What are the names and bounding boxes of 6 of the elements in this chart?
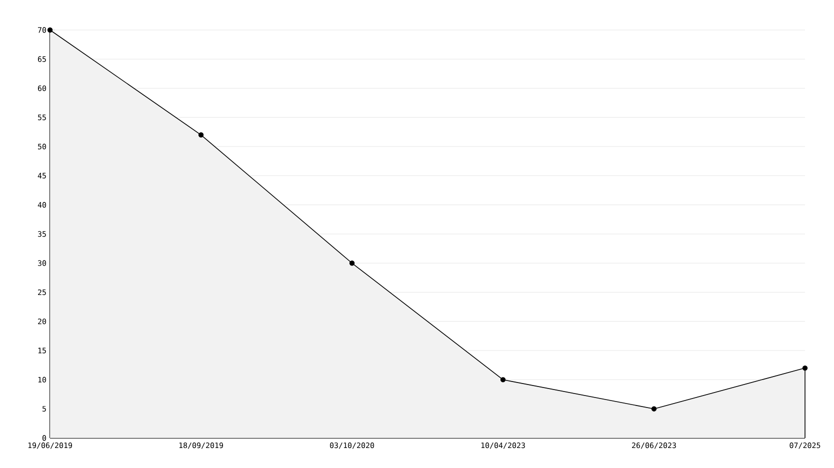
point: [802, 365, 808, 371]
point: [47, 27, 53, 33]
point: [651, 406, 657, 412]
point: [500, 377, 506, 382]
point: [349, 260, 355, 266]
point: [198, 132, 204, 138]
